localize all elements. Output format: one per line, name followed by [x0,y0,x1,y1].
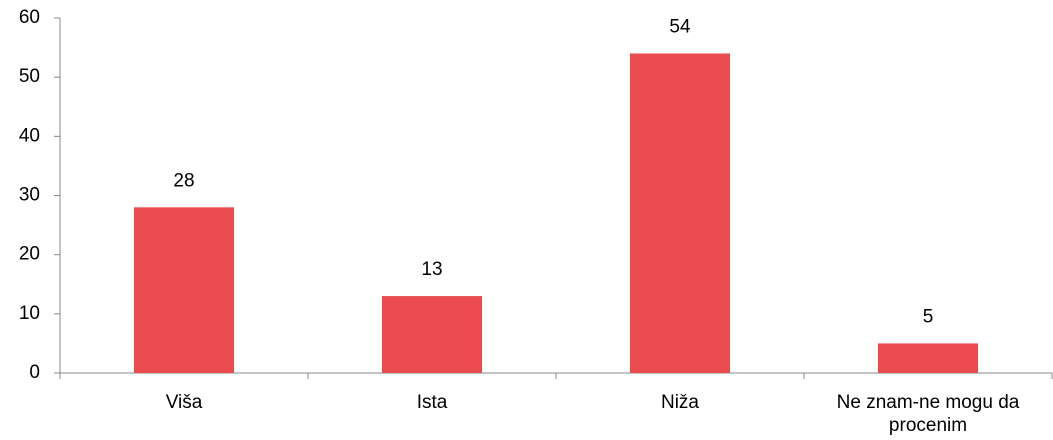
y-tick-label: 20 [19,244,40,265]
value-label: 13 [421,259,442,280]
x-tick-label: Ne znam-ne mogu da procenim [836,392,1020,436]
x-tick-label: Niža [660,392,699,413]
value-label: 28 [173,170,194,191]
y-tick-label: 30 [19,185,40,206]
y-tick-label: 40 [19,125,40,146]
bar [134,207,234,373]
y-tick-label: 0 [29,362,40,383]
bar [630,53,730,373]
value-label: 5 [923,306,934,327]
bar [878,343,978,373]
y-tick-label: 50 [19,66,40,87]
x-tick-label: Viša [165,392,203,413]
bar [382,296,482,373]
y-tick-label: 60 [19,7,40,28]
value-label: 54 [669,17,691,38]
y-tick-label: 10 [19,303,40,324]
x-tick-label: Ista [416,392,448,413]
